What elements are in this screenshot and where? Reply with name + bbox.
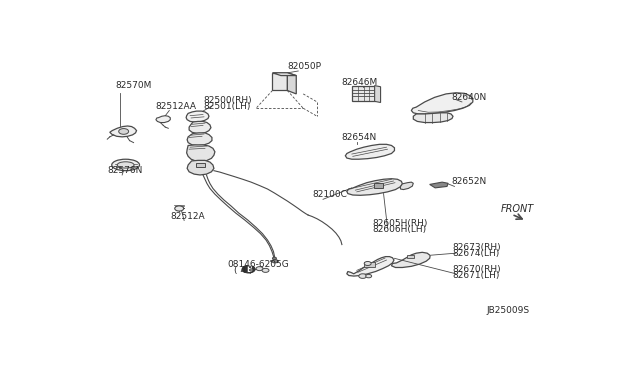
Polygon shape xyxy=(401,182,413,190)
Text: JB25009S: JB25009S xyxy=(486,306,530,315)
Ellipse shape xyxy=(112,159,140,171)
Polygon shape xyxy=(110,126,136,137)
Text: 82501(LH): 82501(LH) xyxy=(203,102,250,111)
Polygon shape xyxy=(392,252,430,267)
Circle shape xyxy=(273,257,276,260)
Text: 82652N: 82652N xyxy=(451,177,486,186)
Text: 82670(RH): 82670(RH) xyxy=(452,265,500,274)
Bar xyxy=(352,86,374,101)
Text: B: B xyxy=(246,265,252,274)
Polygon shape xyxy=(412,93,473,114)
Polygon shape xyxy=(287,73,296,94)
Circle shape xyxy=(118,129,129,134)
Bar xyxy=(408,256,414,258)
Polygon shape xyxy=(156,116,170,122)
Circle shape xyxy=(256,267,263,271)
Ellipse shape xyxy=(117,162,134,168)
Text: 82640N: 82640N xyxy=(451,93,486,102)
Polygon shape xyxy=(273,73,296,76)
Polygon shape xyxy=(346,144,394,159)
Polygon shape xyxy=(187,160,214,175)
Text: 82050P: 82050P xyxy=(287,62,321,71)
Text: 82512AA: 82512AA xyxy=(156,102,196,110)
Text: 82500(RH): 82500(RH) xyxy=(203,96,252,105)
Polygon shape xyxy=(374,86,381,103)
Polygon shape xyxy=(413,113,453,122)
Polygon shape xyxy=(429,182,448,188)
Text: 08146-6205G: 08146-6205G xyxy=(228,260,289,269)
Text: 82673(RH): 82673(RH) xyxy=(452,243,500,252)
Text: ( 4 ): ( 4 ) xyxy=(234,266,252,275)
Text: 82671(LH): 82671(LH) xyxy=(452,270,499,279)
Bar xyxy=(196,163,205,167)
Text: 82512A: 82512A xyxy=(170,212,205,221)
Polygon shape xyxy=(347,179,403,195)
Circle shape xyxy=(262,268,269,272)
Text: 82674(LH): 82674(LH) xyxy=(452,249,499,258)
Text: 82606H(LH): 82606H(LH) xyxy=(372,225,427,234)
Polygon shape xyxy=(187,145,215,161)
Bar xyxy=(273,73,287,90)
Bar xyxy=(374,183,383,188)
Circle shape xyxy=(175,206,184,211)
Bar xyxy=(364,262,374,267)
Text: 82646M: 82646M xyxy=(341,78,378,87)
Polygon shape xyxy=(347,257,394,276)
Circle shape xyxy=(359,274,367,278)
Text: 82605H(RH): 82605H(RH) xyxy=(372,219,428,228)
Polygon shape xyxy=(189,121,211,134)
Circle shape xyxy=(364,262,371,266)
Circle shape xyxy=(242,266,255,273)
Circle shape xyxy=(272,260,278,263)
Text: 82576N: 82576N xyxy=(108,166,143,175)
Circle shape xyxy=(365,275,372,278)
Polygon shape xyxy=(187,133,212,145)
Text: FRONT: FRONT xyxy=(500,203,534,214)
Polygon shape xyxy=(186,111,209,122)
Text: 82654N: 82654N xyxy=(341,133,377,142)
Text: 82100C: 82100C xyxy=(312,190,347,199)
Text: 82570M: 82570M xyxy=(116,81,152,90)
